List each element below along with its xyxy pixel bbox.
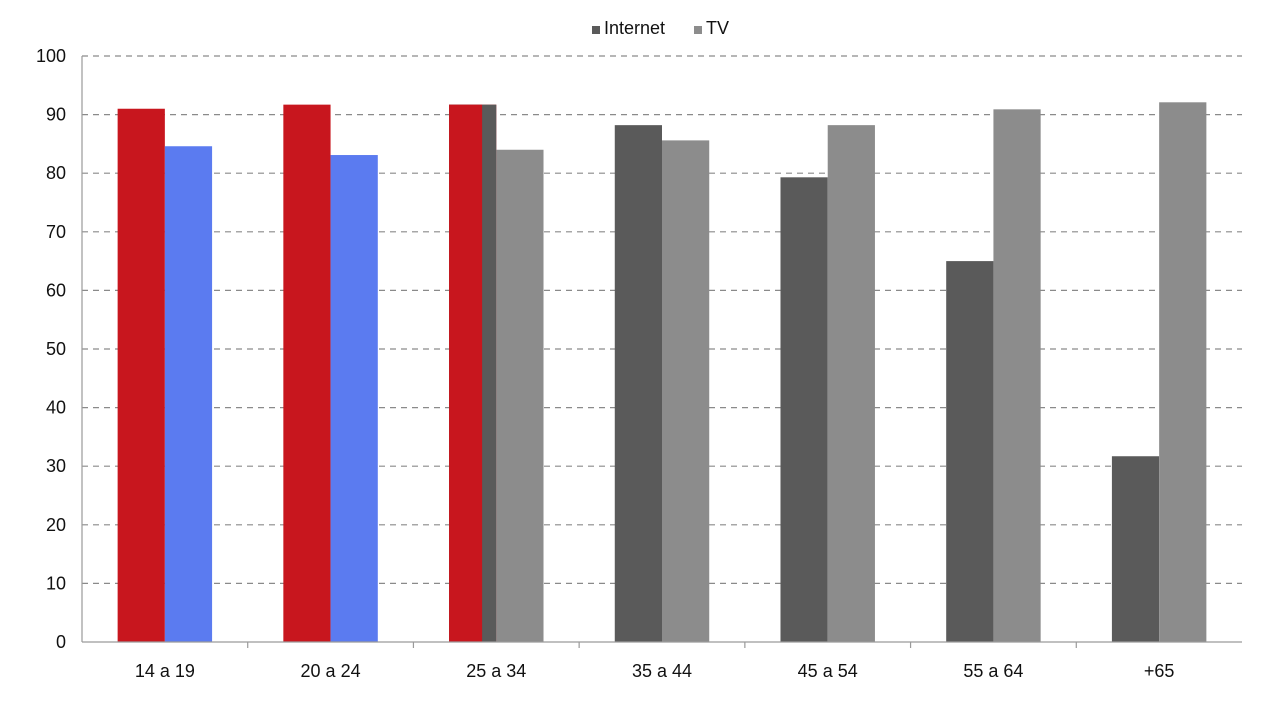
y-tick-label: 60	[46, 280, 66, 300]
x-category-label: 25 a 34	[466, 661, 526, 681]
bar-tv-6	[1159, 102, 1207, 642]
y-tick-label: 10	[46, 573, 66, 593]
legend: Internet TV	[592, 18, 729, 38]
legend-swatch-tv	[694, 26, 702, 34]
bar-internet-1	[283, 104, 331, 642]
x-category-label: 45 a 54	[798, 661, 858, 681]
y-tick-labels: 0 10 20 30 40 50 60 70 80 90 100	[36, 46, 66, 652]
axes	[81, 56, 1242, 648]
bar-tv-2	[496, 149, 544, 642]
x-category-label: 20 a 24	[301, 661, 361, 681]
legend-swatch-internet	[592, 26, 600, 34]
y-tick-label: 0	[56, 632, 66, 652]
x-category-label: 55 a 64	[963, 661, 1023, 681]
bar-internet-5	[946, 261, 994, 642]
y-tick-label: 80	[46, 163, 66, 183]
bars	[117, 102, 1207, 643]
y-tick-label: 70	[46, 222, 66, 242]
y-tick-label: 40	[46, 398, 66, 418]
legend-label-internet: Internet	[604, 18, 665, 38]
bar-internet-2-overlay	[449, 104, 483, 642]
bar-internet-0	[117, 108, 165, 643]
legend-label-tv: TV	[706, 18, 729, 38]
y-tick-label: 20	[46, 515, 66, 535]
bar-tv-1	[330, 155, 378, 642]
bar-tv-5	[993, 109, 1041, 643]
bar-tv-0	[164, 146, 213, 642]
y-tick-label: 30	[46, 456, 66, 476]
x-category-label: +65	[1144, 661, 1175, 681]
bar-internet-6	[1111, 456, 1160, 642]
y-tick-label: 50	[46, 339, 66, 359]
y-tick-label: 90	[46, 105, 66, 125]
bar-tv-3	[662, 140, 710, 642]
bar-internet-3	[614, 125, 662, 642]
x-category-labels: 14 a 19 20 a 24 25 a 34 35 a 44 45 a 54 55 a …	[135, 661, 1175, 681]
x-category-label: 35 a 44	[632, 661, 692, 681]
bar-internet-4	[780, 177, 828, 642]
bar-tv-4	[827, 125, 875, 642]
y-tick-label: 100	[36, 46, 66, 66]
x-category-label: 14 a 19	[135, 661, 195, 681]
